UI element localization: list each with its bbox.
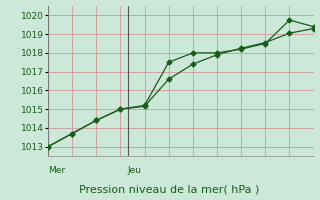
Text: Mer: Mer [48, 166, 65, 175]
Text: Jeu: Jeu [128, 166, 142, 175]
Text: Pression niveau de la mer( hPa ): Pression niveau de la mer( hPa ) [79, 184, 260, 194]
